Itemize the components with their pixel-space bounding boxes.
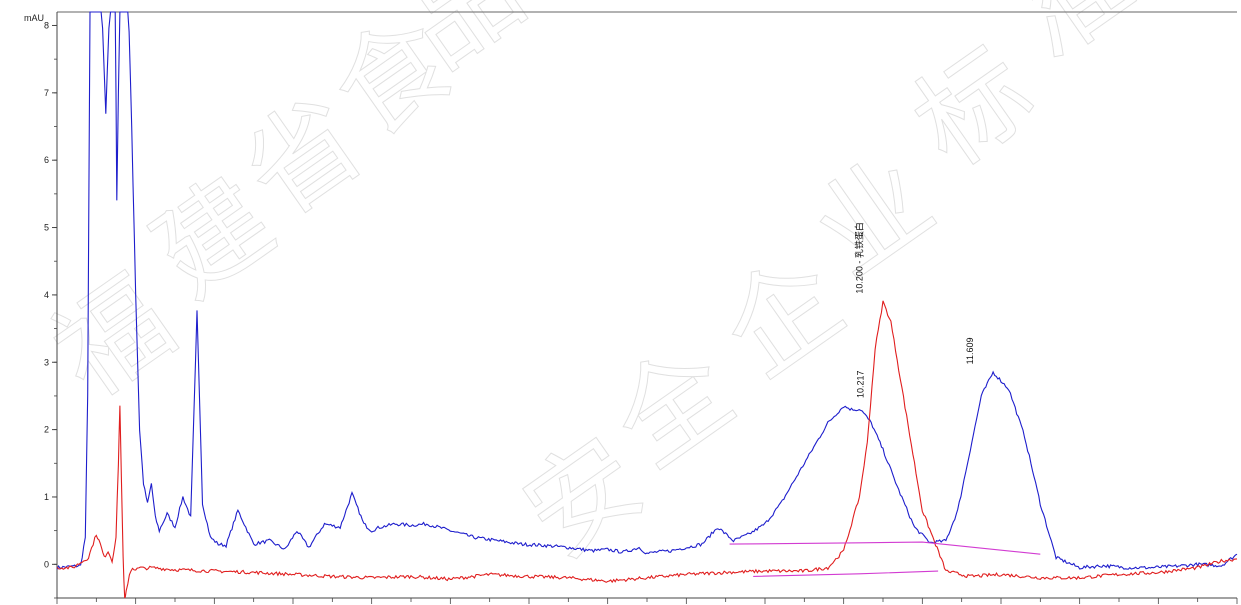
y-tick-label: 1 <box>44 492 49 502</box>
peak-label: 10.217 <box>856 371 866 399</box>
integration-baseline <box>753 570 939 577</box>
series-line-2 <box>56 300 1238 599</box>
watermark-char: 标 <box>891 23 1055 191</box>
y-tick-label: 0 <box>44 559 49 569</box>
peak-labels: 10.200 - 乳铁蛋白 10.217 11.609 <box>853 222 975 398</box>
y-tick-label: 4 <box>44 290 49 300</box>
y-axis-unit-label: mAU <box>24 13 44 23</box>
integration-baseline <box>729 541 1041 555</box>
peak-label: 10.200 - 乳铁蛋白 <box>853 222 864 294</box>
y-tick-label: 3 <box>44 357 49 367</box>
integration-baselines <box>729 541 1041 577</box>
peak-label: 11.609 <box>965 337 975 364</box>
y-tick-label: 6 <box>44 155 49 165</box>
y-tick-label: 5 <box>44 223 49 233</box>
y-tick-label: 8 <box>44 20 49 30</box>
series-lines <box>56 11 1238 599</box>
y-tick-label: 7 <box>44 88 49 98</box>
y-tick-label: 2 <box>44 425 49 435</box>
series-line-1 <box>56 11 1238 570</box>
watermark: 福建省食品安全企业标准 <box>31 0 1156 582</box>
